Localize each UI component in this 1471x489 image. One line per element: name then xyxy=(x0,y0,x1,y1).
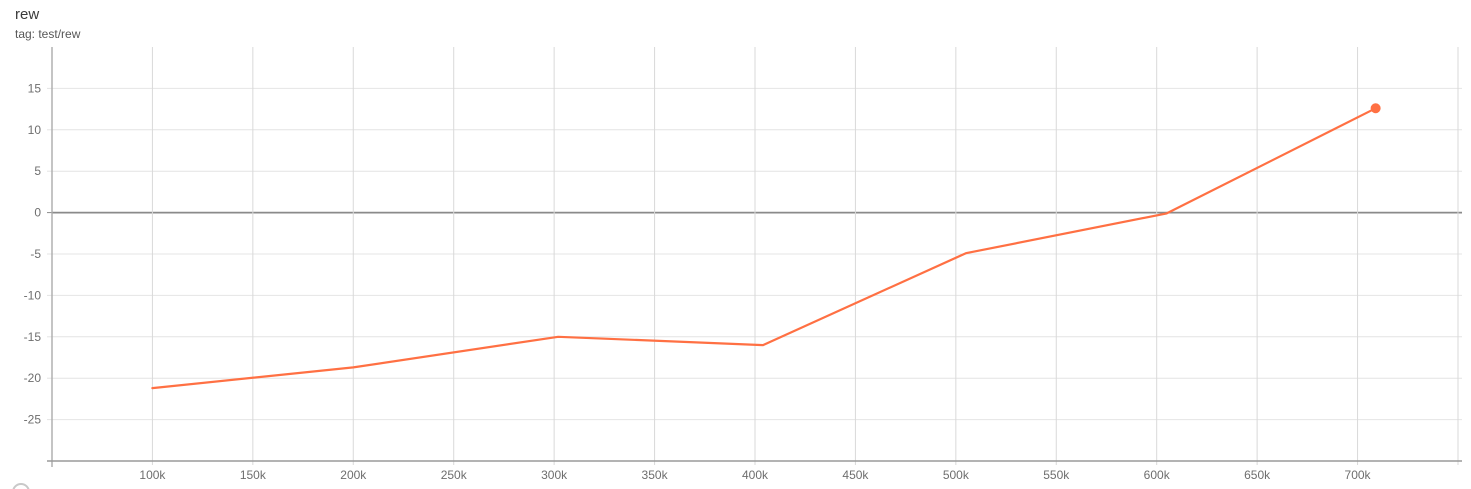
x-tick-label: 350k xyxy=(642,468,669,482)
chart-title: rew xyxy=(15,6,40,23)
series-end-dot xyxy=(1370,103,1381,114)
x-tick-label: 450k xyxy=(842,468,869,482)
y-tick-label: -25 xyxy=(24,413,42,427)
x-tick-label: 500k xyxy=(943,468,970,482)
y-tick-label: -20 xyxy=(24,371,42,385)
y-tick-label: -15 xyxy=(24,330,42,344)
y-tick-label: 15 xyxy=(28,81,42,95)
y-tick-label: 10 xyxy=(28,123,42,137)
y-tick-label: -10 xyxy=(24,288,42,302)
x-tick-label: 250k xyxy=(441,468,468,482)
y-tick-label: 0 xyxy=(34,206,41,220)
x-tick-label: 550k xyxy=(1043,468,1070,482)
x-tick-label: 300k xyxy=(541,468,568,482)
x-tick-label: 700k xyxy=(1345,468,1372,482)
y-tick-label: -5 xyxy=(30,247,41,261)
chart-tag-subtitle: tag: test/rew xyxy=(15,27,81,41)
x-tick-label: 150k xyxy=(240,468,267,482)
x-tick-label: 400k xyxy=(742,468,769,482)
x-tick-label: 650k xyxy=(1244,468,1271,482)
x-tick-label: 200k xyxy=(340,468,367,482)
x-tick-label: 100k xyxy=(139,468,166,482)
x-tick-label: 600k xyxy=(1144,468,1171,482)
series-line xyxy=(151,107,1377,390)
y-tick-label: 5 xyxy=(34,164,41,178)
